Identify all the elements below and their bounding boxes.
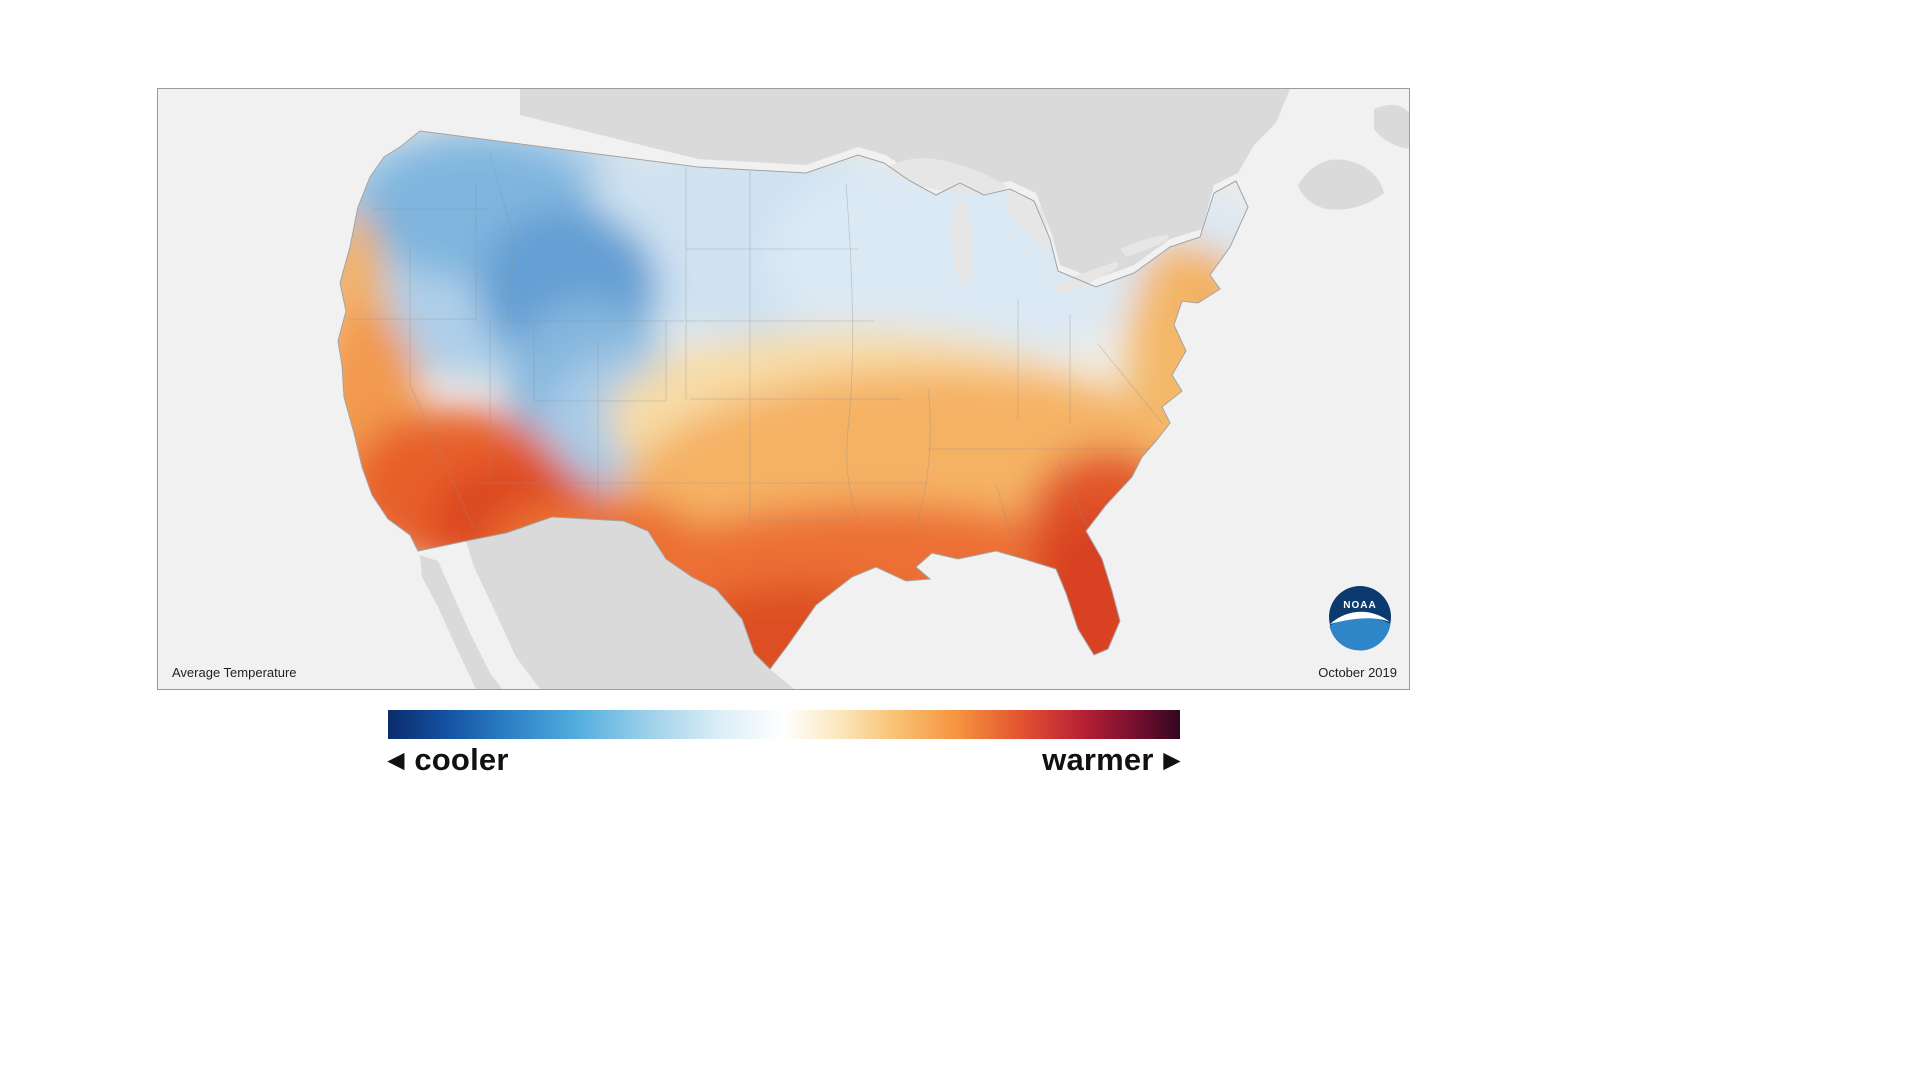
map-date: October 2019 <box>1318 665 1397 680</box>
legend-colorbar <box>388 710 1180 739</box>
mexico-landmass <box>420 517 794 689</box>
right-arrow-icon: ▶ <box>1163 749 1180 772</box>
map-caption: Average Temperature <box>172 665 297 680</box>
noaa-logo: NOAA <box>1329 586 1391 651</box>
legend-labels: ◀ cooler warmer ▶ <box>388 742 1180 778</box>
noaa-logo-text: NOAA <box>1343 600 1376 611</box>
lake-ontario <box>1120 234 1169 257</box>
canada-landmass <box>520 89 1409 279</box>
baja-peninsula <box>420 555 502 689</box>
map-panel: NOAA Average Temperature October 2019 <box>157 88 1410 690</box>
seagull-icon <box>1330 611 1390 624</box>
left-arrow-icon: ◀ <box>388 749 405 772</box>
warmer-label: warmer ▶ <box>1042 742 1180 777</box>
state-boundaries <box>348 154 1164 560</box>
us-outline <box>337 130 1249 670</box>
cooler-label: ◀ cooler <box>388 742 509 777</box>
lake-michigan <box>951 197 973 287</box>
lake-erie <box>1052 261 1119 295</box>
us-temperature-map: NOAA <box>158 89 1409 689</box>
lake-superior <box>884 158 1008 195</box>
